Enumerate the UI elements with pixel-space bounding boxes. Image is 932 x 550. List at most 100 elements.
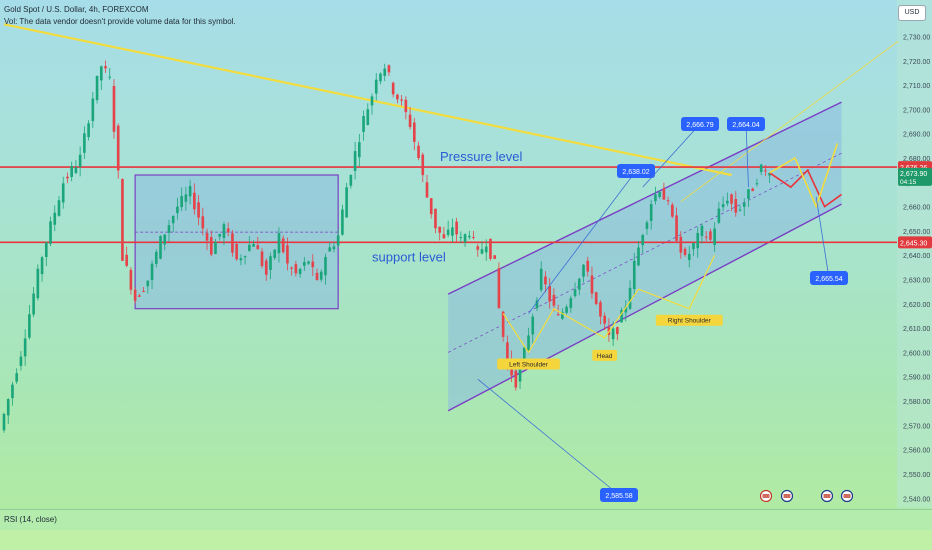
current-price-tag [898,167,932,186]
candle-body [586,260,590,272]
candle-body [290,267,293,269]
candle-body [167,225,171,233]
callout-leader [642,123,701,188]
candle-body [544,276,547,285]
candle-body [400,99,403,101]
callout-text: 2,665.54 [815,276,842,283]
candle-body [599,302,602,317]
candle-body [709,231,712,240]
candle-body [396,94,399,100]
candle-body [214,241,217,254]
y-tick-label: 2,600.00 [903,350,930,357]
pattern-label: Head [597,353,613,360]
candle-body [226,228,230,233]
candle-body [747,189,750,199]
candle-body [764,170,767,172]
candle-body [671,204,674,217]
candle-body [379,73,382,82]
candle-body [176,206,179,214]
candle-body [193,192,196,210]
callout-box [681,117,719,131]
candle-body [539,268,543,291]
candle-body [125,254,128,266]
candle-body [366,109,370,125]
candle-body [358,142,361,158]
y-tick-label: 2,700.00 [903,107,930,114]
callout-text: 2,638.02 [622,169,649,176]
candle-body [248,244,251,251]
candle-body [561,311,564,319]
callout-leader [477,378,620,496]
candle-body [658,191,661,197]
candle-body [294,264,298,274]
candle-body [434,208,437,229]
yellow-forecast-path [769,143,839,209]
candle-body [362,116,365,132]
candle-body [713,228,716,246]
candle-body [260,251,264,267]
candle-body [577,278,581,290]
candle-body [425,182,429,198]
candle-body [438,226,442,233]
callout-box [617,164,655,178]
candle-body [138,295,141,297]
candle-body [95,75,99,101]
candle-body [687,253,691,260]
candle-body [201,216,205,229]
candle-body [2,413,6,431]
candle-body [548,286,551,302]
candle-body [573,289,577,297]
candle-body [349,175,353,186]
candle-body [637,247,640,266]
candle-body [281,238,285,253]
candle-body [472,236,475,238]
y-tick-label: 2,730.00 [903,34,930,41]
candle-body [83,133,86,153]
level-price-text: 2,645.30 [900,240,927,247]
candle-body [108,76,112,78]
candle-body [277,233,281,254]
candle-body [666,200,670,202]
y-tick-label: 2,580.00 [903,399,930,406]
candle-body [171,216,175,224]
candle-body [44,242,48,258]
candle-body [154,251,158,264]
countdown-text: 04:15 [900,179,917,186]
candle-body [184,194,188,202]
candle-body [91,98,95,121]
candle-body [446,229,450,235]
candle-body [61,183,65,203]
candle-body [641,235,645,246]
rsi-pane: RSI (14, close) [0,509,932,530]
currency-button[interactable]: USD [898,5,926,21]
y-tick-label: 2,660.00 [903,205,930,212]
level-price-tag [898,236,932,249]
candle-body [590,275,594,294]
y-tick-label: 2,630.00 [903,278,930,285]
candle-body [463,234,467,243]
candle-body [751,188,755,192]
candle-body [6,399,10,416]
candle-body [717,208,721,223]
rsi-indicator-label: RSI (14, close) [4,515,57,524]
candle-body [163,234,167,245]
candle-body [36,268,40,299]
candle-body [759,164,763,172]
channel-lower-line [447,203,842,412]
y-tick-label: 2,620.00 [903,302,930,309]
candle-body [319,271,323,280]
candle-body [459,237,463,239]
candle-body [209,237,213,255]
candle-body [121,179,124,261]
candle-body [455,221,458,235]
candle-body [370,96,374,106]
callout-text: 2,585.58 [605,493,632,500]
event-marker-flag [843,494,851,498]
candle-body [49,221,52,244]
candle-body [104,66,107,69]
candle-body [412,122,416,142]
candle-body [692,243,695,250]
candle-body [328,247,332,252]
candle-body [99,66,103,81]
